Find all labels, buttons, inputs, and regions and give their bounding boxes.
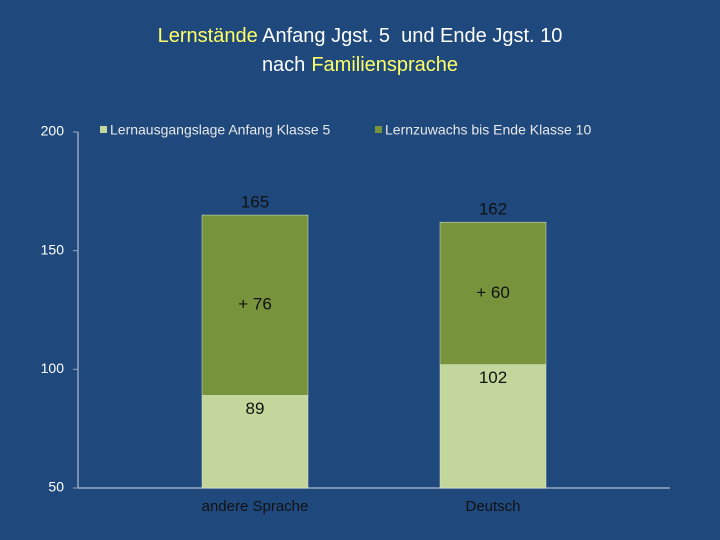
bar-segment: [439, 221, 547, 365]
bar-segment: [201, 395, 309, 489]
legend-label: Lernausgangslage Anfang Klasse 5: [110, 122, 330, 138]
value-label: + 76: [238, 295, 272, 314]
y-tick-label: 100: [41, 360, 65, 376]
x-tick-label: Deutsch: [465, 498, 520, 515]
legend-swatch: [100, 126, 107, 133]
y-tick-label: 200: [41, 123, 65, 139]
title-part: nach: [262, 54, 305, 76]
y-tick-label: 50: [48, 479, 64, 495]
value-label: + 60: [476, 283, 510, 302]
legend-swatch: [375, 126, 382, 133]
total-label: 162: [479, 200, 507, 219]
title-part: Lernstände: [158, 25, 258, 47]
bar-segment: [201, 214, 309, 396]
chart-title: Lernstände Anfang Jgst. 5 und Ende Jgst.…: [158, 25, 563, 47]
value-label: 102: [479, 368, 507, 387]
total-label: 165: [241, 193, 269, 212]
bar-segment: [439, 364, 547, 489]
y-tick-label: 150: [41, 241, 65, 257]
x-tick-label: andere Sprache: [202, 498, 309, 515]
legend-label: Lernzuwachs bis Ende Klasse 10: [385, 122, 591, 138]
title-part: Anfang Jgst. 5 und Ende Jgst. 10: [258, 25, 563, 47]
chart-title: nach Familiensprache: [262, 54, 458, 76]
value-label: 89: [246, 399, 265, 418]
title-part: Familiensprache: [311, 54, 458, 76]
